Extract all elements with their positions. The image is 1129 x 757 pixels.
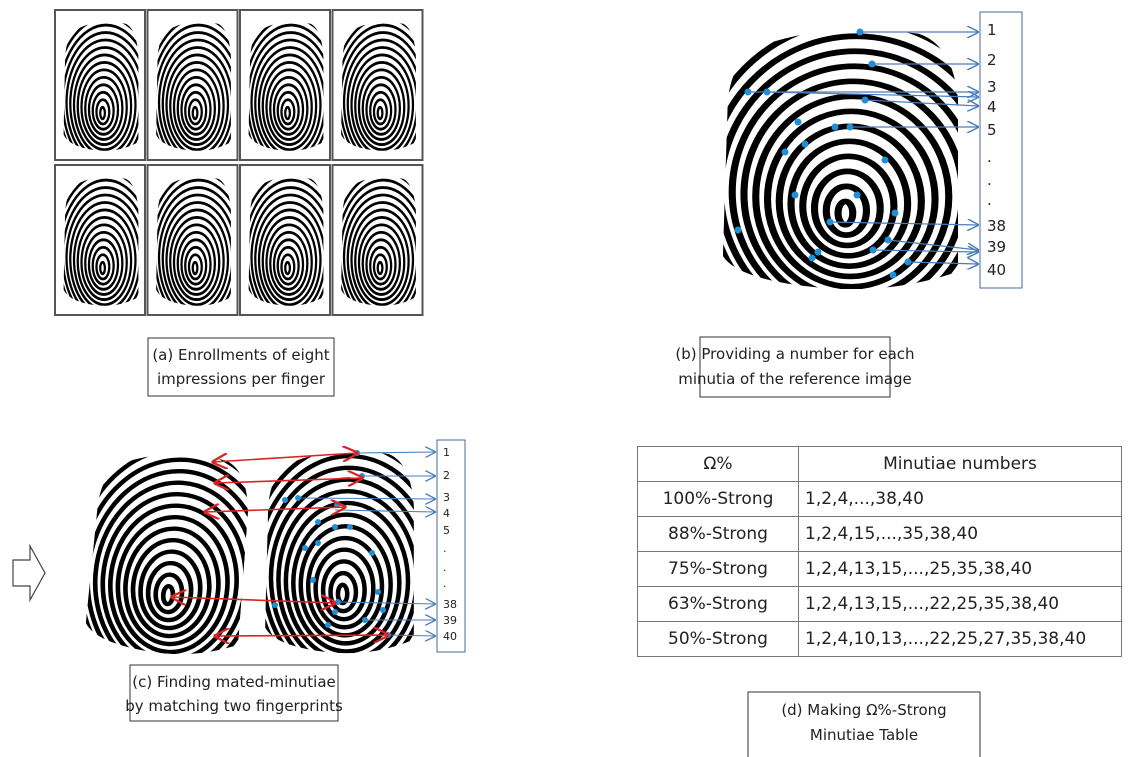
minutia-number: 1 <box>987 21 997 39</box>
minutia-number: 40 <box>987 261 1006 279</box>
enrollment-tiles <box>22 0 475 382</box>
caption: (b) Providing a number for each <box>675 345 914 363</box>
minutia-number: . <box>987 171 992 189</box>
minutia-number: 38 <box>987 217 1006 235</box>
minutia-dot <box>347 524 353 530</box>
minutia-number: . <box>443 561 447 574</box>
minutia-dot <box>332 524 338 530</box>
minutia-number: 5 <box>443 524 450 537</box>
minutia-number: 40 <box>443 630 457 643</box>
minutia-number: 39 <box>987 238 1006 256</box>
minutia-number: . <box>987 148 992 166</box>
caption: impressions per finger <box>157 370 326 388</box>
minutia-dot <box>890 272 897 279</box>
table-cell: 100%-Strong <box>638 482 799 517</box>
minutia-number: . <box>443 542 447 555</box>
table-cell: 63%-Strong <box>638 587 799 622</box>
minutia-dot <box>302 545 308 551</box>
table-cell: 1,2,4,13,15,...,22,25,35,38,40 <box>799 587 1122 622</box>
minutia-dot <box>272 602 278 608</box>
table-cell: 1,2,4,...,38,40 <box>799 482 1122 517</box>
header-cell: Minutiae numbers <box>799 447 1122 482</box>
minutia-dot <box>892 210 899 217</box>
minutia-number: 1 <box>443 446 450 459</box>
minutia-dot <box>782 149 789 156</box>
minutia-dot <box>369 550 375 556</box>
caption: (d) Making Ω%-Strong <box>781 701 946 719</box>
minutia-dot <box>325 622 331 628</box>
minutia-number: 3 <box>443 491 450 504</box>
minutia-dot <box>315 519 321 525</box>
minutia-number: 2 <box>443 469 450 482</box>
table-row: Ω%Minutiae numbers <box>638 447 1122 482</box>
minutia-number: . <box>987 191 992 209</box>
minutia-number: 4 <box>987 98 997 116</box>
minutia-dot <box>809 255 816 262</box>
mate-arrow <box>215 635 388 636</box>
caption: Minutiae Table <box>810 726 918 744</box>
minutia-dot <box>310 577 316 583</box>
minutia-dot <box>815 249 822 256</box>
flow-arrow <box>13 546 45 600</box>
table-cell: 75%-Strong <box>638 552 799 587</box>
minutia-dot <box>282 497 288 503</box>
minutia-dot <box>832 124 839 131</box>
caption: minutia of the reference image <box>678 370 912 388</box>
minutia-dot <box>375 589 381 595</box>
minutia-dot <box>332 609 338 615</box>
caption: (c) Finding mated-minutiae <box>132 673 336 691</box>
table-cell: 1,2,4,15,...,35,38,40 <box>799 517 1122 552</box>
minutia-dot <box>795 119 802 126</box>
page: (a) Enrollments of eight impressions per… <box>0 0 1129 757</box>
minutia-dot <box>315 540 321 546</box>
caption: (a) Enrollments of eight <box>152 346 329 364</box>
minutia-number: 5 <box>987 121 997 139</box>
table-cell: 50%-Strong <box>638 622 799 657</box>
table-cell: 1,2,4,13,15,...,25,35,38,40 <box>799 552 1122 587</box>
minutia-number: 3 <box>987 78 997 96</box>
minutia-dot <box>802 141 809 148</box>
minutia-dot <box>380 607 386 613</box>
minutia-dot <box>735 227 742 234</box>
table-cell: 88%-Strong <box>638 517 799 552</box>
minutia-number: 2 <box>987 51 997 69</box>
minutia-dot <box>882 157 889 164</box>
minutia-dot <box>792 192 799 199</box>
minutia-dot <box>854 192 861 199</box>
minutia-number: . <box>443 577 447 590</box>
minutia-number: 38 <box>443 598 457 611</box>
minutia-number: 4 <box>443 507 450 520</box>
table-cell: 1,2,4,10,13,...,22,25,27,35,38,40 <box>799 622 1122 657</box>
minutia-number: 39 <box>443 614 457 627</box>
header-cell: Ω% <box>638 447 799 482</box>
caption: by matching two fingerprints <box>125 697 343 715</box>
